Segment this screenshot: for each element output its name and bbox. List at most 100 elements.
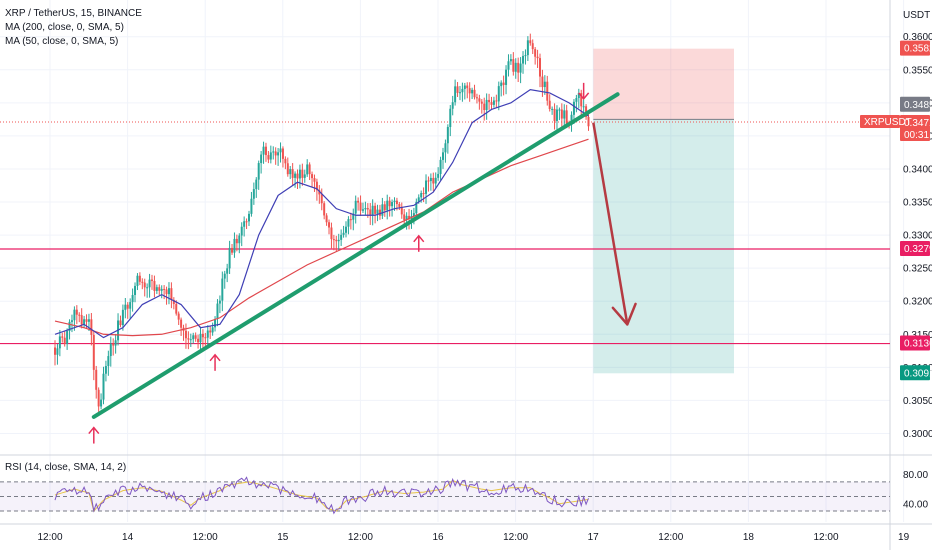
- candle-body: [252, 189, 255, 199]
- candle-body: [262, 146, 265, 155]
- price-tag-2: 0.3471: [900, 115, 932, 131]
- candle-body: [197, 338, 200, 343]
- rsi-tick-0: 80.00: [903, 470, 928, 481]
- candle-body: [374, 205, 377, 214]
- stop-loss-zone: [593, 48, 734, 120]
- candle-body: [429, 177, 432, 182]
- candle-body: [114, 340, 117, 346]
- candle-body: [471, 89, 474, 94]
- candle-body: [485, 99, 488, 111]
- candle-body: [192, 335, 195, 340]
- price-tag-4: 00:31: [900, 128, 930, 142]
- price-tag-6-bg: [900, 335, 930, 351]
- candle-body: [136, 275, 139, 286]
- candle-body: [463, 85, 466, 89]
- candle-body: [66, 330, 69, 345]
- ma50-legend[interactable]: MA (50, close, 0, SMA, 5): [5, 36, 119, 47]
- price-tag-7-text: 0.3091: [904, 368, 932, 379]
- candle-body: [577, 93, 580, 99]
- price-tag-5: 0.3279: [900, 240, 932, 256]
- candle-body: [172, 299, 175, 304]
- candle-body: [56, 348, 59, 355]
- candle-body: [490, 102, 493, 105]
- time-axis[interactable]: 12:00 14 12:00 15 12:00 16 12:00 17 12:00 18 12:00…: [37, 532, 909, 543]
- candle-body: [187, 338, 190, 340]
- candle-body: [303, 174, 306, 178]
- candles: [54, 33, 590, 413]
- candle-body: [54, 347, 56, 355]
- price-tag-0-bg: [900, 40, 930, 56]
- candle-body: [570, 114, 573, 125]
- price-tag-3-text: XRPUSDT: [864, 117, 912, 128]
- price-tick-12: 0.3000: [903, 429, 932, 440]
- candle-body: [63, 337, 66, 345]
- candle-body: [87, 319, 90, 322]
- candle-body: [386, 200, 389, 211]
- take-profit-zone: [593, 119, 734, 374]
- candle-body: [151, 279, 153, 281]
- symbol-title[interactable]: XRP / TetherUS, 15, BINANCE: [5, 8, 142, 19]
- rsi-legend[interactable]: RSI (14, close, SMA, 14, 2): [5, 462, 127, 473]
- candle-body: [260, 154, 263, 164]
- price-tag-7-bg: [900, 365, 930, 381]
- projection-arrow-head-1: [611, 306, 629, 326]
- candle-body: [582, 106, 585, 108]
- candle-body: [320, 194, 323, 204]
- candle-body: [548, 100, 551, 109]
- price-tick-8: 0.3200: [903, 297, 932, 308]
- time-tick-6: 12:00: [503, 532, 528, 543]
- price-tag-7: 0.3091: [900, 365, 932, 381]
- price-tag-2-text: 0.3471: [904, 118, 932, 129]
- candle-body: [313, 178, 316, 182]
- candle-body: [238, 235, 241, 244]
- moving-averages: [54, 89, 589, 339]
- candle-body: [296, 173, 299, 179]
- price-tick-7: 0.3250: [903, 264, 932, 275]
- price-tick-6: 0.3300: [903, 231, 932, 242]
- time-tick-8: 12:00: [658, 532, 683, 543]
- candle-body: [180, 319, 183, 328]
- time-tick-11: 19: [898, 532, 910, 543]
- candle-body: [466, 85, 469, 89]
- candle-body: [75, 309, 78, 315]
- candle-body: [361, 209, 364, 211]
- touch-arrow-head-2: [413, 234, 425, 243]
- candle-body: [58, 336, 61, 349]
- candle-body: [352, 213, 355, 220]
- candle-body: [216, 303, 219, 319]
- candle-body: [92, 334, 95, 370]
- candle-body: [529, 40, 532, 44]
- candle-body: [167, 288, 170, 295]
- ma50-line: [54, 89, 589, 339]
- candle-body: [456, 86, 459, 93]
- price-tick-11: 0.3050: [903, 396, 932, 407]
- price-tag-1-bg: [900, 96, 930, 112]
- candle-body: [228, 247, 231, 269]
- candle-body: [517, 62, 520, 73]
- candle-body: [505, 69, 508, 85]
- candle-body: [148, 279, 151, 288]
- candle-body: [488, 99, 491, 103]
- candle-body: [328, 222, 331, 228]
- candle-body: [294, 173, 297, 178]
- candle-body: [301, 169, 304, 178]
- price-tag-3-bg: [860, 115, 900, 129]
- support-lines: [0, 121, 890, 345]
- candle-body: [206, 330, 209, 338]
- price-tick-5: 0.3350: [903, 198, 932, 209]
- candle-body: [138, 275, 141, 282]
- candle-body: [366, 208, 369, 210]
- candle-body: [100, 399, 103, 407]
- time-tick-5: 16: [432, 532, 444, 543]
- candle-body: [335, 239, 338, 242]
- price-tag-4-text: 00:31: [904, 130, 929, 141]
- candle-body: [400, 206, 403, 215]
- candle-body: [223, 273, 226, 279]
- candle-body: [184, 330, 187, 339]
- candle-body: [541, 76, 544, 88]
- price-tag-2-bg: [900, 115, 930, 131]
- ma200-legend[interactable]: MA (200, close, 0, SMA, 5): [5, 22, 124, 33]
- candle-body: [565, 110, 568, 125]
